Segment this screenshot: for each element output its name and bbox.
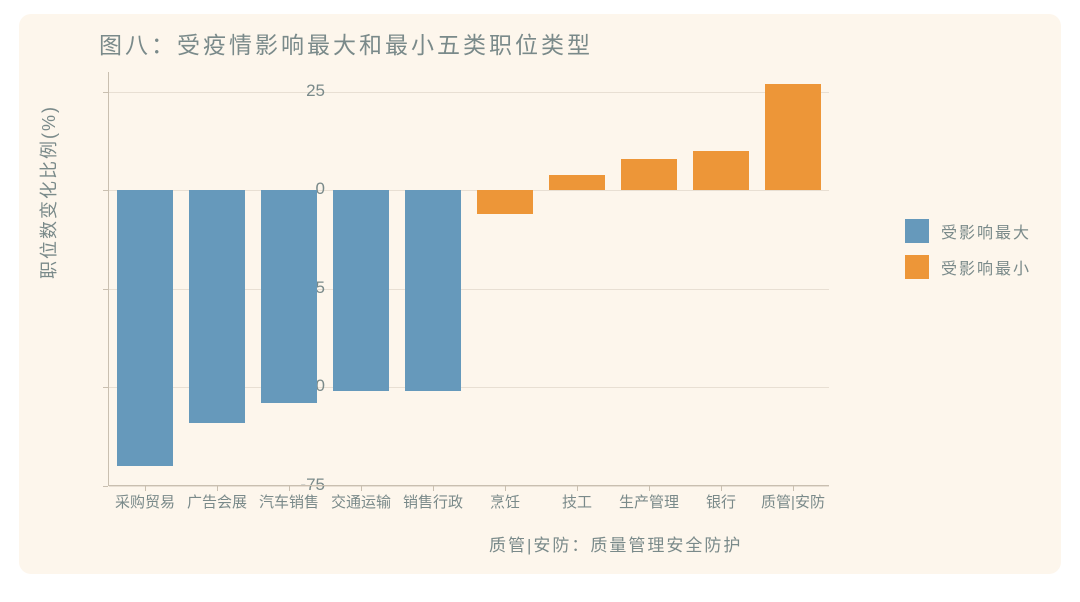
bar: [405, 190, 461, 391]
x-tick-mark: [793, 485, 794, 491]
legend-label-least: 受影响最小: [941, 255, 1031, 279]
bar: [765, 84, 821, 190]
x-tick-label: 银行: [681, 491, 761, 512]
x-tick-label: 广告会展: [177, 491, 257, 512]
bar: [621, 159, 677, 191]
legend-swatch-least: [905, 255, 929, 279]
plot-area: [109, 72, 829, 486]
bar: [189, 190, 245, 423]
legend-item-most: 受影响最大: [905, 219, 1031, 243]
chart-container: 图八：受疫情影响最大和最小五类职位类型 职位数变化比例(%) -75-50-25…: [19, 14, 1061, 574]
y-axis-label: 职位数变化比例(%): [35, 105, 61, 279]
legend-item-least: 受影响最小: [905, 255, 1031, 279]
x-tick-label: 技工: [537, 491, 617, 512]
x-tick-label: 交通运输: [321, 491, 401, 512]
bar: [333, 190, 389, 391]
x-tick-label: 采购贸易: [105, 491, 185, 512]
legend-label-most: 受影响最大: [941, 219, 1031, 243]
x-tick-mark: [649, 485, 650, 491]
bar: [477, 190, 533, 214]
x-tick-mark: [289, 485, 290, 491]
bar: [549, 175, 605, 191]
bar: [693, 151, 749, 190]
y-tick-mark: [103, 486, 108, 487]
x-tick-label: 销售行政: [393, 491, 473, 512]
legend-swatch-most: [905, 219, 929, 243]
x-tick-mark: [145, 485, 146, 491]
x-tick-label: 汽车销售: [249, 491, 329, 512]
x-tick-mark: [217, 485, 218, 491]
chart-title: 图八：受疫情影响最大和最小五类职位类型: [99, 26, 593, 60]
x-tick-label: 烹饪: [465, 491, 545, 512]
x-tick-mark: [577, 485, 578, 491]
x-tick-label: 生产管理: [609, 491, 689, 512]
bar: [117, 190, 173, 466]
footnote: 质管|安防：质量管理安全防护: [489, 531, 742, 556]
x-tick-label: 质管|安防: [753, 491, 833, 512]
x-tick-mark: [361, 485, 362, 491]
x-tick-mark: [433, 485, 434, 491]
x-tick-mark: [721, 485, 722, 491]
bar: [261, 190, 317, 403]
x-tick-mark: [505, 485, 506, 491]
legend: 受影响最大 受影响最小: [905, 219, 1031, 291]
